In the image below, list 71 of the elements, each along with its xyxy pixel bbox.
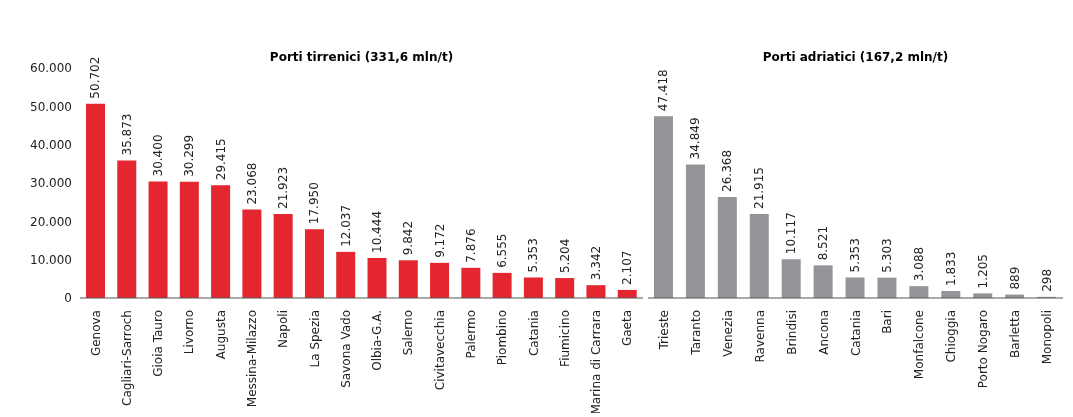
x-tick-label: Venezia xyxy=(720,310,735,357)
data-label: 23.068 xyxy=(244,162,259,205)
x-tick-label: Gaeta xyxy=(620,310,635,347)
data-label: 7.876 xyxy=(463,228,478,263)
x-tick-label: Bari xyxy=(880,310,895,334)
data-label: 6.555 xyxy=(495,233,510,268)
x-tick-label: Chioggia xyxy=(944,310,959,363)
x-tick-label: Genova xyxy=(88,310,103,357)
data-label: 5.353 xyxy=(848,238,863,273)
x-tick-label: Piombino xyxy=(495,310,510,366)
x-tick-label: Ancona xyxy=(816,310,831,355)
x-tick-label: Marina di Carrara xyxy=(589,310,604,415)
data-label: 1.205 xyxy=(975,254,990,289)
data-label: 3.342 xyxy=(588,245,603,281)
data-label: 47.418 xyxy=(656,69,671,112)
data-label: 21.923 xyxy=(276,166,291,209)
x-tick-label: Fiumicino xyxy=(557,310,572,367)
data-label: 17.950 xyxy=(307,182,322,225)
data-label: 5.204 xyxy=(557,238,572,274)
x-tick-label: Barletta xyxy=(1008,310,1023,358)
x-tick-label: Trieste xyxy=(656,310,671,351)
data-label: 21.915 xyxy=(752,166,767,209)
y-tick-label: 60.000 xyxy=(30,61,72,76)
data-label: 889 xyxy=(1007,266,1022,290)
x-tick-label: Olbia-G.A. xyxy=(370,310,385,371)
data-label: 2.107 xyxy=(620,250,635,285)
y-tick-label: 10.000 xyxy=(30,252,72,267)
x-tick-label: Napoli xyxy=(276,310,291,348)
x-tick-label: Porto Nogaro xyxy=(976,310,991,389)
data-label: 30.299 xyxy=(182,134,197,177)
x-tick-label: Civitavecchia xyxy=(432,310,447,391)
y-tick-label: 30.000 xyxy=(30,176,72,191)
data-label: 10.444 xyxy=(370,210,384,253)
x-tick-label: Savona Vado xyxy=(338,310,353,388)
data-label: 9.172 xyxy=(432,223,447,258)
y-tick-label: 20.000 xyxy=(30,214,72,229)
data-label: 35.873 xyxy=(119,113,134,156)
x-tick-label: Monfalcone xyxy=(912,310,927,380)
data-label: 34.849 xyxy=(688,117,703,160)
x-tick-label: Salerno xyxy=(401,310,416,356)
x-tick-label: Taranto xyxy=(688,310,703,356)
data-label: 8.521 xyxy=(816,225,831,261)
chart-title: Porti adriatici (167,2 mln/t) xyxy=(761,50,950,64)
x-tick-label: Monopoli xyxy=(1040,310,1055,365)
data-label: 50.702 xyxy=(88,56,103,99)
x-tick-label: Ravenna xyxy=(752,310,767,363)
x-tick-label: Palermo xyxy=(463,310,478,359)
x-tick-label: Messina-Milazzo xyxy=(245,310,260,408)
data-label: 298 xyxy=(1039,268,1054,292)
x-tick-label: Brindisi xyxy=(784,310,799,355)
chart-title: Porti tirrenici (331,6 mln/t) xyxy=(269,50,454,64)
data-label: 10.117 xyxy=(784,212,799,255)
data-label: 5.303 xyxy=(879,238,894,273)
x-tick-label: Gioia Tauro xyxy=(151,310,166,377)
x-tick-label: La Spezia xyxy=(307,310,322,368)
data-label: 29.415 xyxy=(213,138,228,181)
x-tick-label: Catania xyxy=(526,310,541,357)
x-tick-label: Cagliari-Sarroch xyxy=(119,310,134,406)
data-label: 5.353 xyxy=(526,238,541,273)
y-tick-label: 40.000 xyxy=(30,137,72,152)
data-label: 30.400 xyxy=(151,134,166,177)
data-label: 1.833 xyxy=(943,251,958,286)
y-tick-label: 50.000 xyxy=(30,99,72,114)
x-tick-label: Augusta xyxy=(213,310,228,360)
y-tick-label: 0 xyxy=(64,291,72,306)
data-label: 3.088 xyxy=(911,246,926,282)
data-label: 12.037 xyxy=(338,204,353,247)
x-tick-label: Catania xyxy=(848,310,863,357)
data-label: 9.842 xyxy=(401,220,416,256)
data-label: 26.368 xyxy=(720,149,735,192)
x-tick-label: Livorno xyxy=(182,310,197,355)
